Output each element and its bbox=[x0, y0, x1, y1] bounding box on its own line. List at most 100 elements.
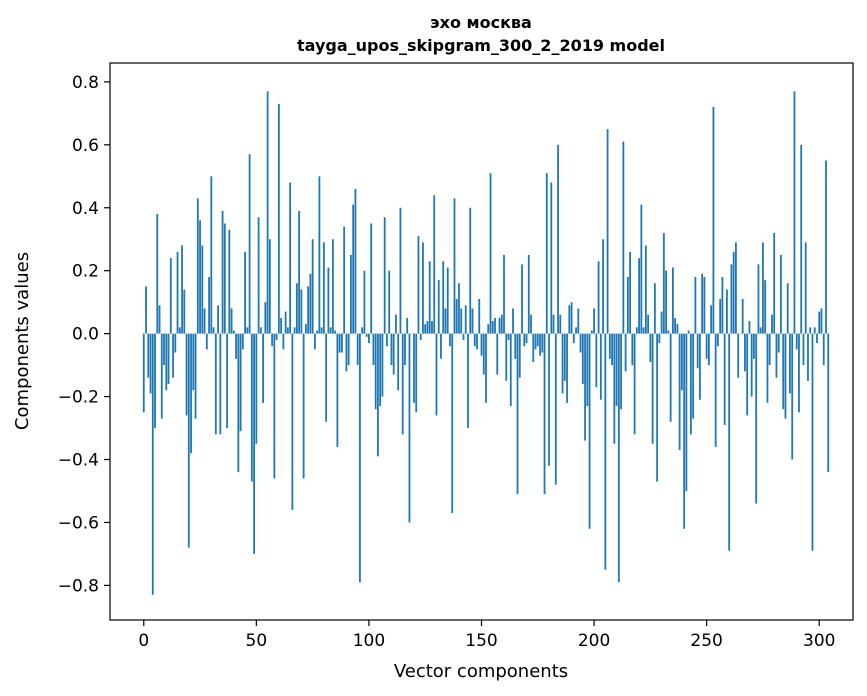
bar-191 bbox=[572, 333, 575, 344]
bar-220 bbox=[638, 258, 641, 334]
bar-67 bbox=[293, 327, 296, 334]
bar-174 bbox=[534, 333, 537, 350]
bar-34 bbox=[219, 333, 222, 435]
bar-36 bbox=[223, 223, 226, 334]
bar-134 bbox=[444, 308, 447, 334]
bar-237 bbox=[676, 324, 679, 334]
bar-250 bbox=[705, 333, 708, 359]
bar-84 bbox=[332, 239, 334, 334]
bar-132 bbox=[440, 333, 442, 359]
bar-112 bbox=[395, 314, 397, 334]
bar-102 bbox=[372, 333, 375, 366]
bars-group bbox=[142, 91, 830, 595]
bar-53 bbox=[262, 333, 264, 403]
bar-300 bbox=[818, 311, 821, 334]
bar-111 bbox=[392, 333, 395, 375]
bar-15 bbox=[176, 251, 179, 334]
bar-241 bbox=[685, 333, 688, 491]
bar-218 bbox=[633, 333, 636, 435]
bar-197 bbox=[586, 333, 589, 407]
bar-21 bbox=[190, 333, 192, 454]
bar-91 bbox=[347, 333, 350, 366]
bar-272 bbox=[755, 333, 758, 504]
bar-277 bbox=[766, 333, 769, 403]
y-tick-label: 0.4 bbox=[72, 199, 99, 219]
bar-61 bbox=[280, 317, 283, 334]
bar-280 bbox=[773, 232, 776, 334]
bar-178 bbox=[543, 333, 546, 495]
bar-268 bbox=[746, 333, 749, 416]
bar-182 bbox=[552, 314, 555, 334]
bar-299 bbox=[816, 333, 818, 344]
bar-275 bbox=[762, 242, 764, 334]
bar-195 bbox=[581, 333, 584, 384]
y-tick-label: −0.8 bbox=[58, 576, 99, 596]
bar-170 bbox=[525, 333, 528, 344]
bar-179 bbox=[545, 173, 548, 334]
bar-138 bbox=[453, 198, 456, 334]
y-tick-label: 0.0 bbox=[72, 325, 99, 345]
bar-33 bbox=[217, 305, 219, 334]
bar-58 bbox=[273, 333, 276, 479]
bar-16 bbox=[178, 327, 181, 334]
bar-171 bbox=[527, 254, 530, 334]
bar-172 bbox=[530, 314, 532, 334]
bar-177 bbox=[541, 333, 544, 353]
bar-83 bbox=[329, 327, 332, 334]
bar-44 bbox=[241, 333, 244, 350]
bar-155 bbox=[491, 321, 494, 334]
bar-75 bbox=[311, 239, 314, 334]
bar-125 bbox=[424, 324, 427, 334]
y-tick-label: 0.2 bbox=[72, 262, 99, 282]
bar-80 bbox=[322, 242, 325, 334]
bar-81 bbox=[325, 333, 328, 422]
bar-285 bbox=[784, 333, 787, 419]
bar-121 bbox=[415, 333, 418, 413]
bar-284 bbox=[782, 333, 785, 410]
x-tick-label: 150 bbox=[465, 631, 497, 651]
bar-7 bbox=[158, 305, 161, 334]
chart-title: эхо москва bbox=[430, 13, 532, 32]
bar-62 bbox=[282, 333, 285, 350]
bar-153 bbox=[487, 324, 490, 334]
bar-70 bbox=[300, 289, 303, 334]
x-axis-ticks: 0 50 100 150 200 250 300 bbox=[138, 620, 835, 651]
bar-296 bbox=[809, 327, 812, 334]
bar-97 bbox=[361, 327, 364, 334]
bar-1 bbox=[145, 286, 147, 334]
bar-211 bbox=[617, 333, 620, 583]
bar-35 bbox=[221, 210, 224, 334]
bar-190 bbox=[570, 302, 573, 334]
bar-71 bbox=[302, 333, 305, 479]
bar-96 bbox=[359, 333, 361, 583]
bar-14 bbox=[174, 333, 177, 353]
bar-124 bbox=[422, 242, 424, 334]
bar-196 bbox=[584, 333, 586, 441]
bar-255 bbox=[717, 333, 719, 347]
bar-161 bbox=[505, 333, 508, 381]
bar-290 bbox=[795, 333, 798, 350]
bar-126 bbox=[426, 321, 429, 334]
bar-175 bbox=[536, 333, 539, 347]
bar-133 bbox=[442, 261, 445, 334]
bar-264 bbox=[737, 333, 740, 378]
bar-0 bbox=[142, 333, 145, 413]
bar-199 bbox=[590, 330, 593, 334]
y-tick-label: 0.8 bbox=[72, 73, 99, 93]
x-tick-label: 250 bbox=[690, 631, 722, 651]
bar-60 bbox=[277, 103, 280, 334]
y-tick-label: −0.2 bbox=[58, 388, 99, 408]
bar-120 bbox=[413, 333, 415, 403]
bar-114 bbox=[399, 207, 402, 334]
bar-26 bbox=[201, 245, 204, 334]
bar-150 bbox=[480, 333, 483, 356]
bar-257 bbox=[721, 276, 724, 334]
bar-276 bbox=[764, 280, 767, 334]
bar-251 bbox=[708, 333, 710, 366]
y-tick-label: −0.4 bbox=[58, 451, 99, 471]
bar-55 bbox=[266, 91, 269, 334]
bar-54 bbox=[264, 302, 267, 334]
bar-105 bbox=[379, 333, 382, 407]
bar-157 bbox=[496, 333, 499, 375]
bar-261 bbox=[730, 264, 733, 334]
